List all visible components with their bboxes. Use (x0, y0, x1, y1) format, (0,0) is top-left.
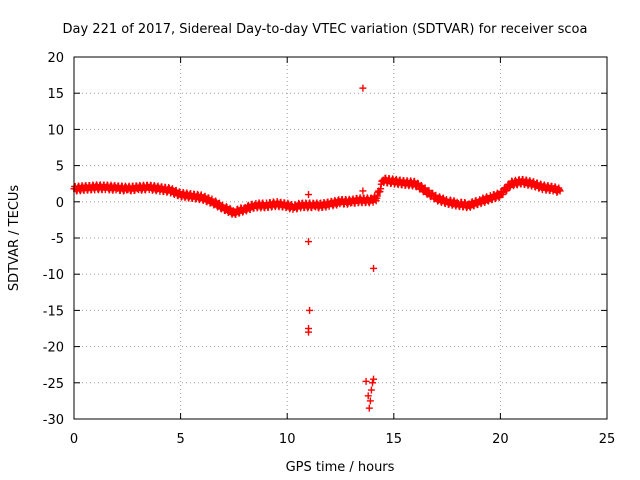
outlier-point (368, 196, 376, 204)
outlier-point (359, 84, 367, 92)
x-tick-label: 5 (176, 432, 184, 447)
y-tick-label: -5 (51, 232, 64, 247)
outlier-point (371, 192, 379, 200)
outlier-point (368, 379, 376, 387)
outlier-point (305, 191, 313, 199)
outlier-point (306, 306, 314, 314)
y-tick-label: 10 (47, 123, 64, 138)
y-tick-label: -20 (43, 341, 64, 356)
grid-lines (74, 57, 607, 419)
x-tick-label: 0 (70, 432, 78, 447)
x-axis-title: GPS time / hours (286, 460, 395, 475)
y-tick-label: 5 (56, 160, 64, 175)
outlier-point (364, 392, 372, 400)
y-tick-label: 20 (47, 51, 64, 66)
x-axis-ticks: 0 5 10 15 20 25 (70, 57, 615, 447)
outlier-point (362, 377, 370, 385)
outlier-point (305, 328, 313, 336)
y-axis-title: SDTVAR / TECUs (7, 185, 22, 292)
x-tick-label: 10 (279, 432, 296, 447)
y-tick-label: -25 (43, 377, 64, 392)
outlier-point (305, 238, 313, 246)
y-tick-label: 0 (56, 196, 64, 211)
data-points (70, 84, 564, 412)
x-tick-label: 25 (599, 432, 616, 447)
y-tick-label: -15 (43, 304, 64, 319)
chart-title: Day 221 of 2017, Sidereal Day-to-day VTE… (63, 22, 588, 37)
outlier-point (365, 404, 373, 412)
y-axis-ticks: -30 -25 -20 -15 -10 -5 0 5 10 15 20 (43, 51, 607, 428)
plot-frame (73, 56, 608, 420)
outlier-point (370, 375, 378, 383)
x-tick-label: 15 (386, 432, 403, 447)
y-tick-label: -30 (43, 413, 64, 428)
y-tick-label: 15 (47, 87, 64, 102)
x-tick-label: 20 (492, 432, 509, 447)
y-tick-label: -10 (43, 268, 64, 283)
outlier-point (359, 187, 367, 195)
outlier-point (366, 397, 374, 405)
outlier-point (367, 386, 375, 394)
data-point (556, 187, 564, 195)
outlier-point (370, 264, 378, 272)
